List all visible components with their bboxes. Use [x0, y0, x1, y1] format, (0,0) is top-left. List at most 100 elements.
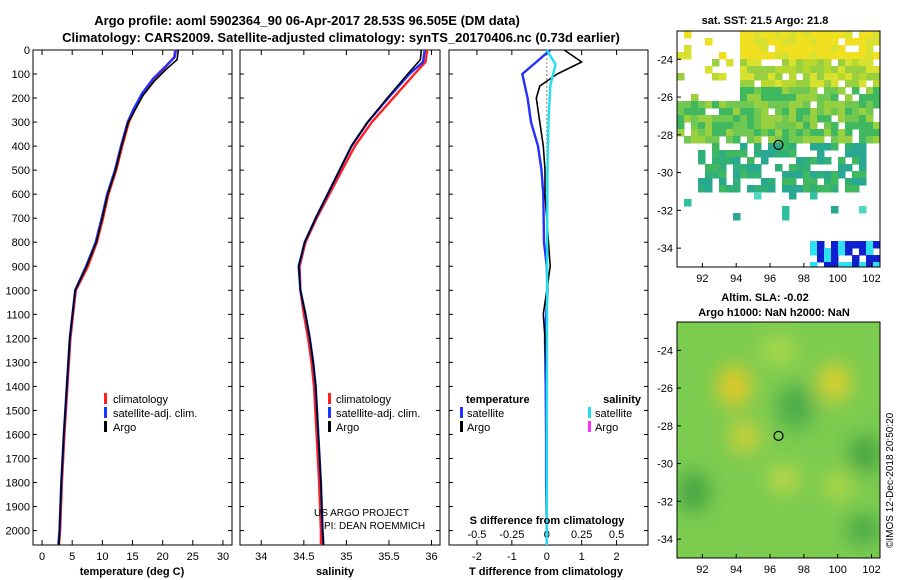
sst-cell — [775, 108, 783, 116]
sst-cell — [677, 108, 685, 116]
sst-cell — [831, 87, 839, 95]
sst-cell — [789, 115, 797, 123]
sst-cell — [845, 73, 853, 81]
sst-cell — [761, 94, 769, 102]
sst-cell — [782, 143, 790, 151]
sst-cell — [873, 255, 880, 263]
sst-cell — [691, 129, 699, 137]
sst-cell — [712, 129, 720, 137]
sst-cell — [817, 38, 825, 46]
sst-cell — [817, 150, 825, 158]
sst-cell — [768, 80, 776, 88]
sst-cell — [789, 185, 797, 193]
sst-cell — [775, 164, 783, 172]
sst-cell — [852, 59, 860, 67]
sst-cell — [726, 150, 734, 158]
sst-cell — [782, 171, 790, 179]
sst-cell — [782, 59, 790, 67]
sst-cell — [817, 241, 825, 249]
x-tick-label: 15 — [126, 551, 138, 563]
sst-cell — [873, 80, 880, 88]
sst-cell — [859, 45, 867, 53]
sst-cell — [789, 94, 797, 102]
sst-cell — [740, 73, 748, 81]
sla-field-blob — [769, 466, 798, 491]
sst-cell — [866, 241, 874, 249]
sst-cell — [677, 122, 685, 130]
sst-map-title: sat. SST: 21.5 Argo: 21.8 — [702, 15, 829, 27]
sst-cell — [859, 115, 867, 123]
legend-climatology-swatch — [328, 393, 331, 404]
sst-cell — [754, 143, 762, 151]
sst-cell — [845, 80, 853, 88]
y-tick-label: 1400 — [6, 381, 30, 393]
sst-cell — [719, 115, 727, 123]
sst-cell — [789, 136, 797, 144]
sst-cell — [705, 66, 713, 74]
lat-tick-label: -24 — [657, 54, 673, 66]
sst-cell — [845, 52, 853, 60]
sst-cell — [859, 262, 867, 267]
sst-cell — [866, 59, 874, 67]
sst-cell — [740, 59, 748, 67]
sst-cell — [789, 192, 797, 200]
sst-cell — [873, 122, 880, 130]
sst-cell — [747, 129, 755, 137]
y-tick-label: 1100 — [6, 309, 30, 321]
x-tick-label: 34.5 — [293, 551, 314, 563]
sst-cell — [845, 38, 853, 46]
sst-cell — [817, 94, 825, 102]
sst-cell — [796, 157, 804, 165]
salinity-axis-label: salinity — [316, 566, 355, 578]
sst-cell — [852, 108, 860, 116]
sst-cell — [712, 122, 720, 130]
sst-cell — [852, 115, 860, 123]
sst-cell — [768, 143, 776, 151]
sla-field-blob — [730, 423, 759, 452]
sst-cell — [866, 108, 874, 116]
sst-cell — [852, 80, 860, 88]
legend-temperature-title: temperature — [466, 394, 530, 406]
sst-cell — [803, 73, 811, 81]
sst-cell — [831, 122, 839, 130]
sst-cell — [810, 66, 818, 74]
sst-cell — [719, 101, 727, 109]
sst-cell — [873, 38, 880, 46]
sst-cell — [740, 31, 748, 39]
sst-cell — [684, 45, 692, 53]
sst-cell — [754, 136, 762, 144]
sst-cell — [859, 164, 867, 172]
sst-cell — [852, 185, 860, 193]
sst-cell — [796, 38, 804, 46]
legend-argo-swatch — [328, 421, 331, 432]
sst-cell — [845, 136, 853, 144]
sst-cell — [866, 38, 874, 46]
sst-cell — [754, 52, 762, 60]
x-tick-label: 0 — [544, 551, 550, 563]
sst-cell — [747, 52, 755, 60]
sst-cell — [831, 66, 839, 74]
sst-cell — [845, 248, 853, 256]
sst-cell — [782, 129, 790, 137]
sst-cell — [768, 129, 776, 137]
sst-cell — [859, 136, 867, 144]
sst-cell — [817, 157, 825, 165]
sst-cell — [691, 115, 699, 123]
sst-cell — [810, 136, 818, 144]
sst-cell — [796, 171, 804, 179]
x-tick-label: 30 — [217, 551, 229, 563]
sst-cell — [838, 108, 846, 116]
sst-cell — [859, 94, 867, 102]
sst-cell — [789, 178, 797, 186]
sst-cell — [810, 45, 818, 53]
sst-cell — [782, 213, 790, 221]
sst-cell — [824, 178, 832, 186]
sst-cell — [775, 101, 783, 109]
sst-cell — [712, 164, 720, 172]
sst-cell — [866, 94, 874, 102]
legend-salinity-title: salinity — [603, 394, 642, 406]
sst-cell — [747, 171, 755, 179]
sst-cell — [712, 115, 720, 123]
sst-cell — [873, 66, 880, 74]
lon-tick-label: 98 — [798, 564, 810, 576]
